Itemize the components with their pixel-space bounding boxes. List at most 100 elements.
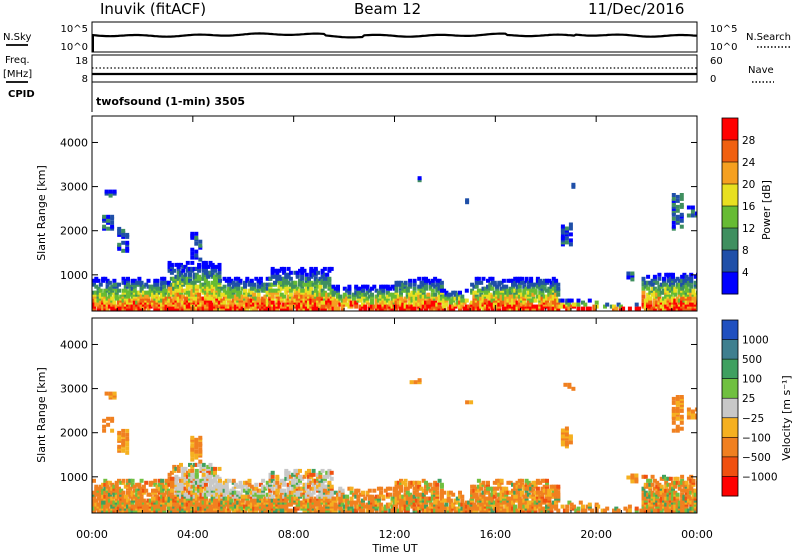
echo-cell xyxy=(245,276,250,281)
echo-cell xyxy=(282,482,287,487)
echo-cell xyxy=(673,286,678,291)
echo-cell xyxy=(258,284,263,289)
echo-cell xyxy=(442,304,447,309)
echo-cell xyxy=(302,288,307,293)
echo-cell xyxy=(462,306,467,311)
colorbar-swatch xyxy=(722,206,738,229)
echo-cell xyxy=(490,286,495,291)
echo-cell xyxy=(531,292,536,297)
echo-cell xyxy=(172,276,177,281)
echo-cell xyxy=(650,490,655,495)
echo-cell xyxy=(139,294,144,299)
echo-cell xyxy=(331,290,336,295)
echo-cell xyxy=(520,280,524,285)
echo-cell xyxy=(565,504,570,509)
echo-cell xyxy=(511,494,515,499)
echo-cell xyxy=(318,292,323,297)
echo-cell xyxy=(331,496,336,501)
echo-cell xyxy=(222,488,227,493)
echo-cell xyxy=(460,502,465,507)
echo-cell xyxy=(121,428,126,433)
echo-cell xyxy=(123,288,128,293)
echo-cell xyxy=(327,494,332,499)
echo-cell xyxy=(657,284,662,289)
echo-cell xyxy=(354,488,359,493)
echo-cell xyxy=(92,490,96,495)
echo-cell xyxy=(673,278,678,283)
echo-cell xyxy=(421,504,426,509)
echo-cell xyxy=(98,498,103,503)
echo-cell xyxy=(229,286,234,291)
echo-cell xyxy=(529,288,534,293)
echo-cell xyxy=(520,292,524,297)
echo-cell xyxy=(194,453,199,458)
echo-cell xyxy=(538,278,543,283)
echo-cell xyxy=(472,294,477,299)
echo-cell xyxy=(256,296,261,301)
echo-cell xyxy=(198,441,203,446)
echo-cell xyxy=(117,500,121,505)
echo-cell xyxy=(481,276,486,281)
echo-cell xyxy=(379,486,384,491)
echo-cell xyxy=(270,288,275,293)
echo-cell xyxy=(327,472,332,477)
echo-cell xyxy=(119,294,124,299)
echo-cell xyxy=(520,502,524,507)
echo-cell xyxy=(102,214,107,219)
echo-cell xyxy=(483,484,488,489)
echo-cell xyxy=(130,304,135,309)
echo-cell xyxy=(549,280,554,285)
echo-cell xyxy=(374,294,379,299)
echo-cell xyxy=(650,282,655,287)
echo-cell xyxy=(224,484,229,489)
echo-cell xyxy=(554,292,559,297)
echo-cell xyxy=(132,504,137,509)
echo-cell xyxy=(483,286,488,291)
echo-cell xyxy=(564,440,569,445)
echo-cell xyxy=(203,276,208,281)
echo-cell xyxy=(351,500,356,505)
echo-cell xyxy=(318,288,323,293)
echo-cell xyxy=(231,298,236,303)
echo-cell xyxy=(446,506,451,511)
echo-cell xyxy=(417,484,422,489)
echo-cell xyxy=(172,502,177,507)
echo-cell xyxy=(585,306,590,311)
echo-cell xyxy=(342,292,347,297)
echo-cell xyxy=(227,276,232,281)
echo-cell xyxy=(630,271,635,276)
echo-cell xyxy=(483,496,488,501)
echo-cell xyxy=(433,292,438,297)
echo-cell xyxy=(188,490,192,495)
echo-cell xyxy=(421,280,426,285)
echo-cell xyxy=(288,474,293,479)
echo-cell xyxy=(517,288,522,293)
echo-cell xyxy=(222,496,227,501)
echo-cell xyxy=(499,490,504,495)
echo-cell xyxy=(476,484,481,489)
echo-cell xyxy=(282,508,287,513)
echo-cell xyxy=(679,224,684,229)
echo-cell xyxy=(94,290,99,295)
echo-cell xyxy=(562,304,567,309)
colorbar-tick-label: 8 xyxy=(742,245,749,257)
echo-cell xyxy=(273,288,277,293)
echo-cell xyxy=(652,492,657,497)
echo-cell xyxy=(320,486,325,491)
echo-cell xyxy=(587,306,592,311)
echo-cell xyxy=(307,478,311,483)
echo-cell xyxy=(98,492,103,497)
echo-cell xyxy=(181,268,186,273)
echo-cell xyxy=(240,302,245,307)
echo-cell xyxy=(220,500,225,505)
echo-cell xyxy=(197,268,202,273)
echo-cell xyxy=(263,486,268,491)
echo-cell xyxy=(568,232,573,237)
echo-cell xyxy=(279,276,284,281)
echo-cell xyxy=(684,274,689,279)
echo-cell xyxy=(479,482,484,487)
echo-cell xyxy=(444,302,449,307)
echo-cell xyxy=(345,288,350,293)
echo-cell xyxy=(307,502,311,507)
echo-cell xyxy=(556,298,561,303)
